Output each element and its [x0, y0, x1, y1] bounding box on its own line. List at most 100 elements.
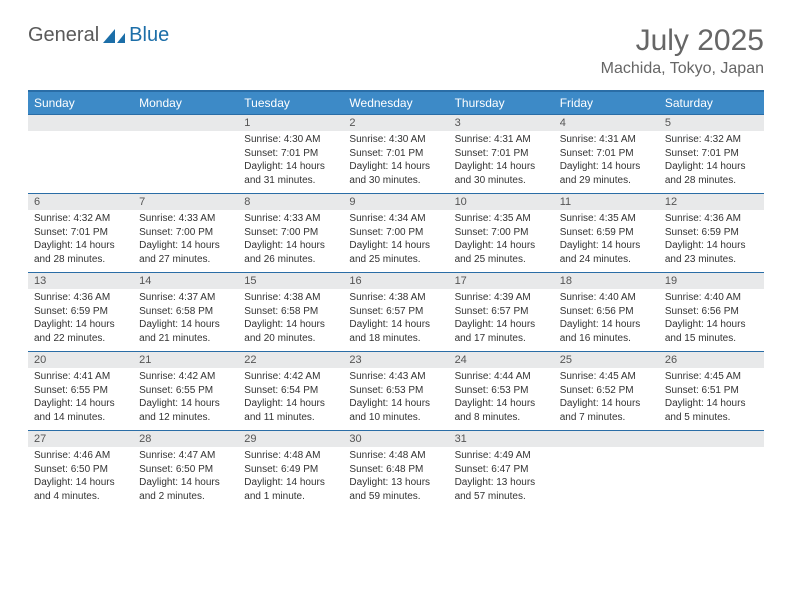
day-number: 24	[449, 352, 554, 368]
week-row: 27Sunrise: 4:46 AMSunset: 6:50 PMDayligh…	[28, 430, 764, 509]
day-details: Sunrise: 4:46 AMSunset: 6:50 PMDaylight:…	[28, 447, 133, 507]
sunset-text: Sunset: 6:48 PM	[349, 463, 442, 477]
day-details: Sunrise: 4:47 AMSunset: 6:50 PMDaylight:…	[133, 447, 238, 507]
sunrise-text: Sunrise: 4:38 AM	[244, 291, 337, 305]
sunset-text: Sunset: 6:58 PM	[244, 305, 337, 319]
month-title: July 2025	[601, 24, 764, 58]
daylight-text-2: and 12 minutes.	[139, 411, 232, 425]
day-cell: 19Sunrise: 4:40 AMSunset: 6:56 PMDayligh…	[659, 273, 764, 351]
week-row: 1Sunrise: 4:30 AMSunset: 7:01 PMDaylight…	[28, 114, 764, 193]
day-cell: 31Sunrise: 4:49 AMSunset: 6:47 PMDayligh…	[449, 431, 554, 509]
sunset-text: Sunset: 6:54 PM	[244, 384, 337, 398]
daylight-text-1: Daylight: 14 hours	[455, 239, 548, 253]
day-cell: 20Sunrise: 4:41 AMSunset: 6:55 PMDayligh…	[28, 352, 133, 430]
day-number: 8	[238, 194, 343, 210]
daylight-text-1: Daylight: 14 hours	[244, 239, 337, 253]
sunset-text: Sunset: 6:59 PM	[34, 305, 127, 319]
dayname: Friday	[554, 92, 659, 114]
daylight-text-1: Daylight: 14 hours	[34, 318, 127, 332]
day-cell: 6Sunrise: 4:32 AMSunset: 7:01 PMDaylight…	[28, 194, 133, 272]
sunrise-text: Sunrise: 4:42 AM	[244, 370, 337, 384]
day-details: Sunrise: 4:41 AMSunset: 6:55 PMDaylight:…	[28, 368, 133, 428]
logo-text: General	[28, 24, 99, 47]
sunrise-text: Sunrise: 4:44 AM	[455, 370, 548, 384]
day-details: Sunrise: 4:43 AMSunset: 6:53 PMDaylight:…	[343, 368, 448, 428]
sunset-text: Sunset: 7:00 PM	[244, 226, 337, 240]
sunrise-text: Sunrise: 4:32 AM	[34, 212, 127, 226]
sunset-text: Sunset: 6:55 PM	[139, 384, 232, 398]
day-number: 6	[28, 194, 133, 210]
daylight-text-2: and 1 minute.	[244, 490, 337, 504]
day-details: Sunrise: 4:39 AMSunset: 6:57 PMDaylight:…	[449, 289, 554, 349]
daylight-text-2: and 23 minutes.	[665, 253, 758, 267]
day-number: 18	[554, 273, 659, 289]
day-cell	[554, 431, 659, 509]
dayname: Monday	[133, 92, 238, 114]
daylight-text-2: and 16 minutes.	[560, 332, 653, 346]
day-number: 31	[449, 431, 554, 447]
day-details: Sunrise: 4:37 AMSunset: 6:58 PMDaylight:…	[133, 289, 238, 349]
weeks-container: 1Sunrise: 4:30 AMSunset: 7:01 PMDaylight…	[28, 114, 764, 509]
sunrise-text: Sunrise: 4:41 AM	[34, 370, 127, 384]
daylight-text-1: Daylight: 14 hours	[139, 239, 232, 253]
dayname: Sunday	[28, 92, 133, 114]
daylight-text-2: and 26 minutes.	[244, 253, 337, 267]
sunrise-text: Sunrise: 4:40 AM	[665, 291, 758, 305]
week-row: 13Sunrise: 4:36 AMSunset: 6:59 PMDayligh…	[28, 272, 764, 351]
daylight-text-1: Daylight: 14 hours	[244, 160, 337, 174]
day-details: Sunrise: 4:48 AMSunset: 6:49 PMDaylight:…	[238, 447, 343, 507]
day-number: 17	[449, 273, 554, 289]
day-number: 4	[554, 115, 659, 131]
day-details: Sunrise: 4:34 AMSunset: 7:00 PMDaylight:…	[343, 210, 448, 270]
day-cell: 7Sunrise: 4:33 AMSunset: 7:00 PMDaylight…	[133, 194, 238, 272]
day-cell: 29Sunrise: 4:48 AMSunset: 6:49 PMDayligh…	[238, 431, 343, 509]
day-number: 29	[238, 431, 343, 447]
sunset-text: Sunset: 6:50 PM	[139, 463, 232, 477]
day-cell: 3Sunrise: 4:31 AMSunset: 7:01 PMDaylight…	[449, 115, 554, 193]
day-details: Sunrise: 4:40 AMSunset: 6:56 PMDaylight:…	[659, 289, 764, 349]
sunrise-text: Sunrise: 4:31 AM	[455, 133, 548, 147]
daylight-text-2: and 10 minutes.	[349, 411, 442, 425]
day-cell: 23Sunrise: 4:43 AMSunset: 6:53 PMDayligh…	[343, 352, 448, 430]
day-details: Sunrise: 4:31 AMSunset: 7:01 PMDaylight:…	[554, 131, 659, 191]
day-number: 3	[449, 115, 554, 131]
dayname-row: SundayMondayTuesdayWednesdayThursdayFrid…	[28, 92, 764, 114]
day-details: Sunrise: 4:30 AMSunset: 7:01 PMDaylight:…	[238, 131, 343, 191]
page-header: General Blue July 2025 Machida, Tokyo, J…	[28, 24, 764, 78]
sunrise-text: Sunrise: 4:43 AM	[349, 370, 442, 384]
daylight-text-1: Daylight: 14 hours	[455, 160, 548, 174]
sunset-text: Sunset: 7:01 PM	[244, 147, 337, 161]
daylight-text-1: Daylight: 14 hours	[244, 476, 337, 490]
sunrise-text: Sunrise: 4:31 AM	[560, 133, 653, 147]
sunset-text: Sunset: 6:53 PM	[455, 384, 548, 398]
day-details: Sunrise: 4:31 AMSunset: 7:01 PMDaylight:…	[449, 131, 554, 191]
daylight-text-1: Daylight: 14 hours	[139, 397, 232, 411]
day-details: Sunrise: 4:35 AMSunset: 7:00 PMDaylight:…	[449, 210, 554, 270]
day-details: Sunrise: 4:38 AMSunset: 6:58 PMDaylight:…	[238, 289, 343, 349]
sunset-text: Sunset: 6:51 PM	[665, 384, 758, 398]
daylight-text-2: and 14 minutes.	[34, 411, 127, 425]
day-cell: 17Sunrise: 4:39 AMSunset: 6:57 PMDayligh…	[449, 273, 554, 351]
daylight-text-1: Daylight: 14 hours	[560, 160, 653, 174]
daylight-text-2: and 31 minutes.	[244, 174, 337, 188]
daylight-text-2: and 30 minutes.	[455, 174, 548, 188]
logo-word-2: Blue	[129, 24, 169, 46]
daylight-text-2: and 18 minutes.	[349, 332, 442, 346]
day-cell	[133, 115, 238, 193]
daylight-text-1: Daylight: 14 hours	[455, 318, 548, 332]
day-cell: 1Sunrise: 4:30 AMSunset: 7:01 PMDaylight…	[238, 115, 343, 193]
daylight-text-1: Daylight: 14 hours	[34, 397, 127, 411]
day-number	[659, 431, 764, 447]
day-number: 16	[343, 273, 448, 289]
sunset-text: Sunset: 7:00 PM	[139, 226, 232, 240]
day-cell: 8Sunrise: 4:33 AMSunset: 7:00 PMDaylight…	[238, 194, 343, 272]
sunset-text: Sunset: 6:58 PM	[139, 305, 232, 319]
daylight-text-2: and 29 minutes.	[560, 174, 653, 188]
daylight-text-2: and 27 minutes.	[139, 253, 232, 267]
day-number: 20	[28, 352, 133, 368]
daylight-text-2: and 28 minutes.	[665, 174, 758, 188]
sunrise-text: Sunrise: 4:37 AM	[139, 291, 232, 305]
day-cell: 11Sunrise: 4:35 AMSunset: 6:59 PMDayligh…	[554, 194, 659, 272]
logo-word-1: General	[28, 24, 99, 46]
day-cell: 10Sunrise: 4:35 AMSunset: 7:00 PMDayligh…	[449, 194, 554, 272]
